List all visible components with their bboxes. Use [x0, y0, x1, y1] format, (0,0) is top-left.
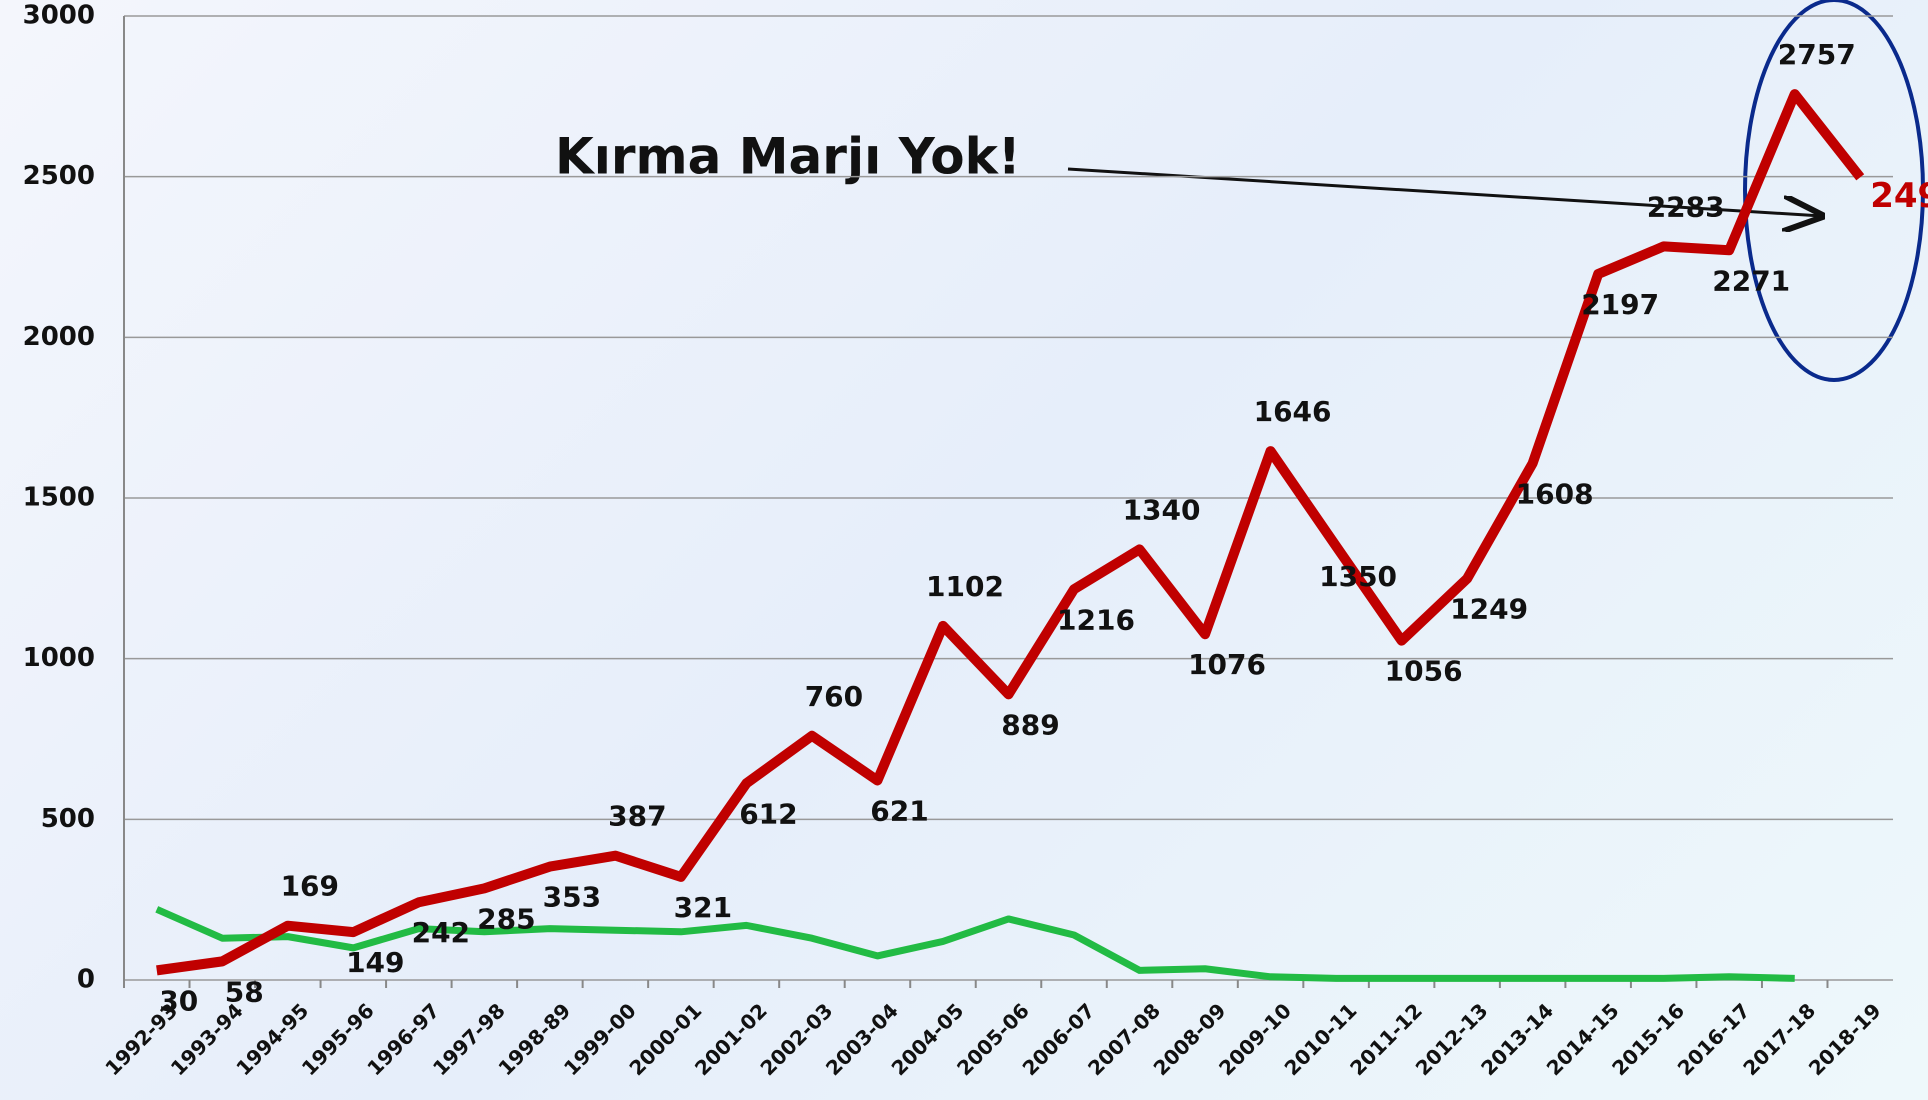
data-label: 621: [870, 794, 928, 827]
data-label: 2197: [1581, 288, 1659, 321]
data-label: 1608: [1516, 477, 1594, 510]
data-label: 321: [674, 891, 732, 924]
y-tick-label: 500: [41, 804, 95, 834]
series-line: [156, 89, 1865, 976]
y-tick-label: 0: [77, 965, 95, 995]
series-line: [155, 906, 1795, 982]
data-label: 760: [805, 680, 863, 713]
data-label: 2283: [1647, 190, 1725, 223]
y-tick-label: 2000: [23, 322, 95, 352]
data-label: 889: [1001, 708, 1059, 741]
data-label: 242: [412, 916, 470, 949]
data-label: 2757: [1778, 38, 1856, 71]
data-label: 285: [477, 902, 535, 935]
data-label: 2498: [1870, 176, 1928, 216]
data-label: 2271: [1712, 264, 1790, 297]
data-label: 1102: [926, 570, 1004, 603]
y-tick-label: 1000: [23, 643, 95, 673]
y-tick-label: 1500: [23, 483, 95, 513]
data-label: 149: [346, 946, 404, 979]
data-label: 353: [543, 881, 601, 914]
y-tick-label: 2500: [23, 161, 95, 191]
data-label: 30: [159, 984, 198, 1017]
x-tick-label: 2018-19: [1804, 998, 1886, 1080]
data-label: 1249: [1450, 593, 1528, 626]
data-label: 169: [281, 870, 339, 903]
highlight-ellipse: [1743, 0, 1925, 382]
annotation: Kırma Marjı Yok!: [555, 128, 1021, 186]
data-label: 1056: [1385, 655, 1463, 688]
data-label: 1216: [1057, 603, 1135, 636]
y-tick-label: 3000: [23, 1, 95, 31]
data-label: 1340: [1123, 493, 1201, 526]
data-label: 1646: [1254, 395, 1332, 428]
data-label: 387: [608, 800, 666, 833]
data-label: 612: [739, 797, 797, 830]
data-label: 58: [225, 975, 264, 1008]
data-label: 1350: [1319, 560, 1397, 593]
data-label: 1076: [1188, 648, 1266, 681]
